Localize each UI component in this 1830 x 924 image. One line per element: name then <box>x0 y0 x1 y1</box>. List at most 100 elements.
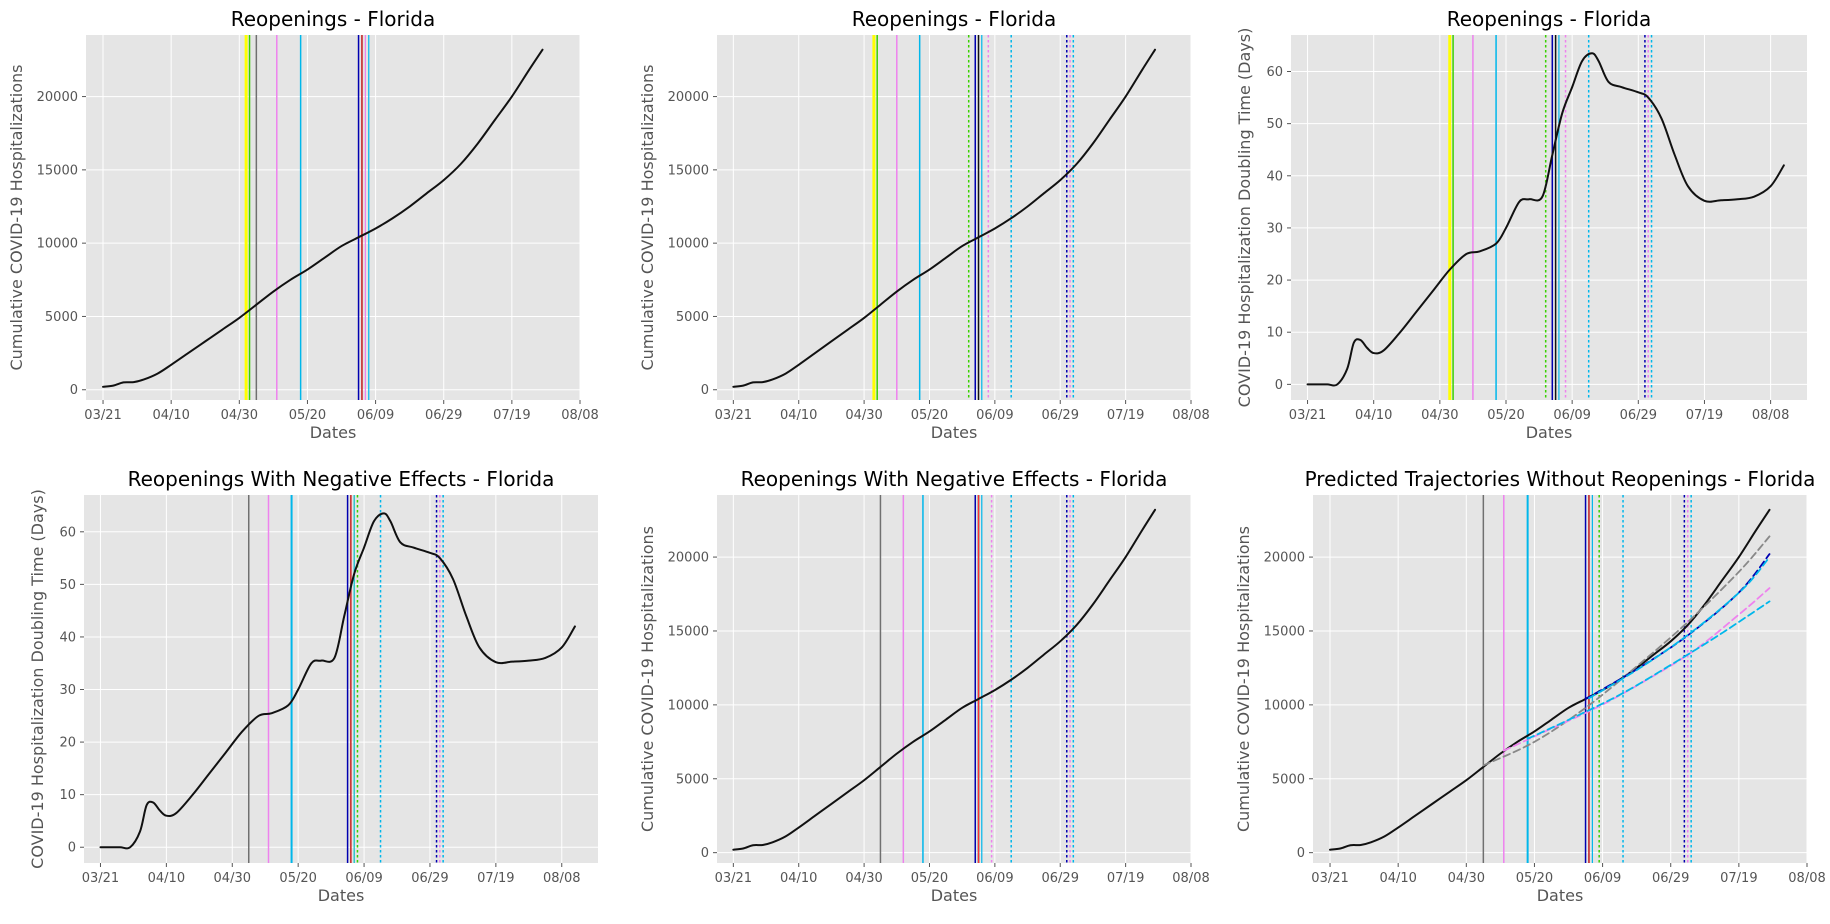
x-tick-label: 06/29 <box>1042 408 1079 423</box>
x-tick-label: 08/08 <box>561 408 598 423</box>
x-tick-label: 05/20 <box>911 408 948 423</box>
y-tick-label: 50 <box>1266 117 1283 132</box>
x-tick-label: 07/19 <box>1720 871 1757 886</box>
series-line <box>1306 52 1785 387</box>
y-tick-label: 20000 <box>668 90 709 105</box>
x-tick-label: 03/21 <box>715 871 752 886</box>
x-tick-label: 07/19 <box>1107 408 1144 423</box>
x-axis-label: Dates <box>1526 423 1573 442</box>
y-tick-label: 10000 <box>37 237 78 252</box>
x-tick-label: 05/20 <box>911 871 948 886</box>
x-tick-label: 05/20 <box>1516 871 1553 886</box>
plot-marks <box>1306 35 1785 400</box>
plot-marks <box>1329 495 1771 863</box>
y-axis-label: COVID-19 Hospitalization Doubling Time (… <box>28 489 47 869</box>
series-line <box>1329 508 1771 851</box>
plot-area <box>717 495 1191 863</box>
x-tick-label: 04/10 <box>780 408 817 423</box>
x-tick-label: 06/29 <box>1620 408 1657 423</box>
x-tick-label: 08/08 <box>1172 871 1209 886</box>
x-tick-label: 06/29 <box>411 871 448 886</box>
y-tick-label: 30 <box>1266 221 1283 236</box>
plot-marks <box>99 495 576 863</box>
y-tick-label: 10000 <box>668 698 709 713</box>
y-tick-label: 20000 <box>668 551 709 566</box>
y-tick-label: 50 <box>59 578 76 593</box>
panel-1: 03/21 04/10 04/30 05/20 06/09 06/29 07/19 08/08… <box>7 7 599 442</box>
panel-2: 03/21 04/10 04/30 05/20 06/09 06/29 07/19 08/08… <box>638 7 1210 442</box>
projection-line <box>1482 535 1771 767</box>
y-tick-label: 60 <box>59 525 76 540</box>
x-tick-label: 08/08 <box>1788 871 1825 886</box>
plot-marks <box>732 35 1157 400</box>
series-line <box>99 512 576 850</box>
y-tick-label: 5000 <box>1272 772 1305 787</box>
projection-line <box>1588 556 1771 700</box>
plot-area <box>84 495 598 863</box>
chart-title: Reopenings - Florida <box>852 7 1057 31</box>
y-tick-label: 20 <box>59 736 76 751</box>
x-axis-label: Dates <box>310 423 357 442</box>
y-tick-label: 15000 <box>37 163 78 178</box>
x-tick-label: 07/19 <box>1686 408 1723 423</box>
x-tick-label: 03/21 <box>1311 871 1348 886</box>
y-tick-label: 10000 <box>1264 698 1305 713</box>
y-tick-label: 15000 <box>1264 624 1305 639</box>
panel-3: 03/21 04/10 04/30 05/20 06/09 06/29 07/19 08/08… <box>1235 7 1807 442</box>
x-tick-label: 06/09 <box>976 871 1013 886</box>
x-tick-label: 06/29 <box>425 408 462 423</box>
x-tick-label: 07/19 <box>477 871 514 886</box>
y-tick-label: 10 <box>1266 326 1283 341</box>
y-tick-label: 0 <box>1275 378 1283 393</box>
x-tick-label: 06/09 <box>976 408 1013 423</box>
x-tick-label: 08/08 <box>1752 408 1789 423</box>
y-tick-label: 30 <box>59 683 76 698</box>
x-tick-label: 04/10 <box>148 871 185 886</box>
x-tick-label: 06/29 <box>1042 871 1079 886</box>
y-tick-label: 60 <box>1266 65 1283 80</box>
plot-marks <box>732 495 1157 863</box>
x-tick-label: 04/30 <box>221 408 258 423</box>
y-tick-label: 20 <box>1266 274 1283 289</box>
plot-area <box>86 35 580 400</box>
x-tick-label: 04/10 <box>1379 871 1416 886</box>
series-line <box>732 508 1157 851</box>
y-tick-label: 0 <box>701 383 709 398</box>
plot-area <box>1291 35 1807 400</box>
x-tick-label: 04/10 <box>1355 408 1392 423</box>
x-tick-label: 07/19 <box>1107 871 1144 886</box>
y-tick-label: 0 <box>1297 846 1305 861</box>
y-axis-label: Cumulative COVID-19 Hospitalizations <box>7 64 26 370</box>
y-tick-label: 5000 <box>45 310 78 325</box>
x-tick-label: 08/08 <box>1172 408 1209 423</box>
y-tick-label: 10 <box>59 788 76 803</box>
x-axis-label: Dates <box>1537 886 1584 905</box>
x-tick-label: 03/21 <box>1289 408 1326 423</box>
plot-marks <box>102 35 544 400</box>
x-tick-label: 06/09 <box>1584 871 1621 886</box>
plot-area <box>717 35 1191 400</box>
x-tick-label: 04/30 <box>214 871 251 886</box>
x-tick-label: 05/20 <box>279 871 316 886</box>
x-tick-label: 04/10 <box>152 408 189 423</box>
y-tick-label: 20000 <box>1264 551 1305 566</box>
x-tick-label: 06/29 <box>1652 871 1689 886</box>
x-tick-label: 03/21 <box>84 408 121 423</box>
chart-title: Reopenings With Negative Effects - Flori… <box>128 467 555 491</box>
y-tick-label: 15000 <box>668 163 709 178</box>
x-tick-label: 06/09 <box>345 871 382 886</box>
panel-5: 03/21 04/10 04/30 05/20 06/09 06/29 07/19 08/08… <box>638 467 1210 905</box>
x-tick-label: 08/08 <box>543 871 580 886</box>
projection-line <box>1526 600 1771 740</box>
y-tick-label: 0 <box>701 846 709 861</box>
plot-area <box>1313 495 1807 863</box>
chart-title: Predicted Trajectories Without Reopening… <box>1305 467 1816 491</box>
y-axis-label: Cumulative COVID-19 Hospitalizations <box>638 526 657 832</box>
y-tick-label: 5000 <box>676 772 709 787</box>
x-axis-label: Dates <box>931 423 978 442</box>
y-axis-label: Cumulative COVID-19 Hospitalizations <box>638 64 657 370</box>
x-tick-label: 07/19 <box>493 408 530 423</box>
x-axis-label: Dates <box>931 886 978 905</box>
x-tick-label: 04/10 <box>780 871 817 886</box>
